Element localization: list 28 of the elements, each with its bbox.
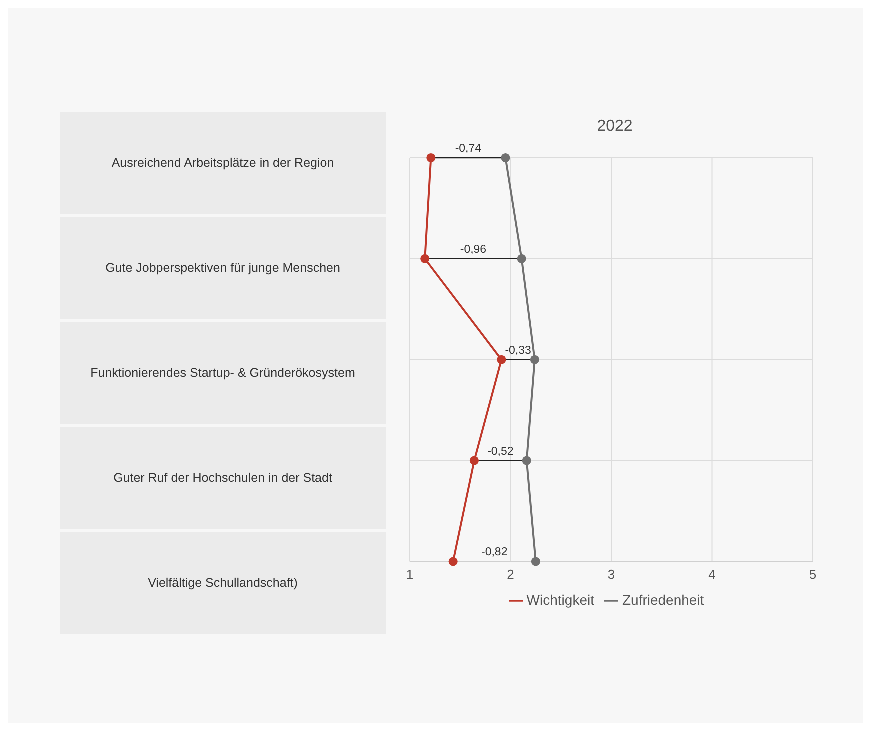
x-tick-label: 1 (406, 566, 414, 582)
point (497, 355, 506, 364)
x-tick-label: 3 (608, 566, 616, 582)
legend-label: Wichtigkeit (526, 592, 594, 608)
y-tick-label: Funktionierendes Startup- & Gründerökosystem (60, 322, 386, 424)
annotation: -0,33 (505, 344, 532, 357)
y-tick-label: Gute Jobperspektiven für junge Menschen (60, 217, 386, 319)
point (530, 355, 540, 364)
point (470, 456, 479, 466)
point (420, 254, 430, 264)
x-tick-label: 4 (708, 566, 716, 582)
point (448, 557, 458, 566)
y-tick-label: Ausreichend Arbeitsplätze in der Region (60, 112, 386, 214)
x-tick-label: 2 (507, 566, 514, 582)
annotation: -0,82 (482, 546, 508, 559)
point (531, 557, 540, 566)
text: -0,74 (455, 143, 482, 155)
annotation: -0,96 (460, 244, 487, 256)
chart-title: 2022 (596, 118, 634, 136)
y-tick-label: Guter Ruf der Hochschulen in der Stadt (60, 427, 386, 529)
x-tick-label: 5 (809, 566, 817, 582)
point (501, 153, 510, 163)
y-tick-label: Vielfältige Schullandschaft) (60, 532, 386, 634)
point (426, 153, 436, 163)
point (522, 456, 532, 466)
annotation: -0,52 (488, 446, 514, 458)
legend-label: Zufriedenheit (622, 592, 704, 608)
point (517, 254, 526, 264)
